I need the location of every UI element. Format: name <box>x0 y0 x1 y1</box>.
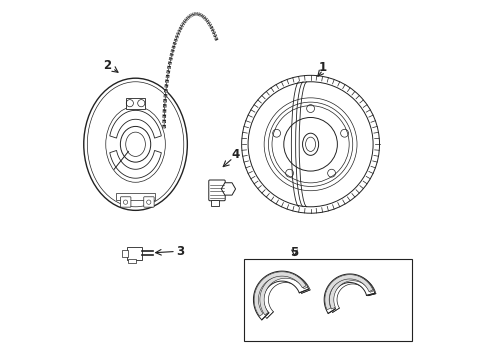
Bar <box>127 247 142 260</box>
Polygon shape <box>328 276 375 312</box>
Text: 5: 5 <box>290 246 298 258</box>
Bar <box>244 258 411 341</box>
Polygon shape <box>324 275 372 310</box>
Polygon shape <box>109 150 161 178</box>
Polygon shape <box>221 183 235 195</box>
Bar <box>210 200 219 206</box>
Bar <box>128 259 136 263</box>
Text: 4: 4 <box>231 148 239 162</box>
Polygon shape <box>259 274 307 315</box>
Polygon shape <box>109 111 161 138</box>
Polygon shape <box>254 272 305 316</box>
Polygon shape <box>329 276 373 309</box>
Polygon shape <box>259 273 309 318</box>
Polygon shape <box>324 274 374 314</box>
Bar <box>116 193 155 200</box>
Bar <box>125 98 145 109</box>
Bar <box>122 249 127 257</box>
FancyBboxPatch shape <box>208 180 225 201</box>
Text: 1: 1 <box>318 61 326 74</box>
FancyBboxPatch shape <box>143 197 154 207</box>
Polygon shape <box>253 271 308 320</box>
Text: 3: 3 <box>176 245 184 258</box>
FancyBboxPatch shape <box>121 197 131 207</box>
Text: 2: 2 <box>102 59 111 72</box>
